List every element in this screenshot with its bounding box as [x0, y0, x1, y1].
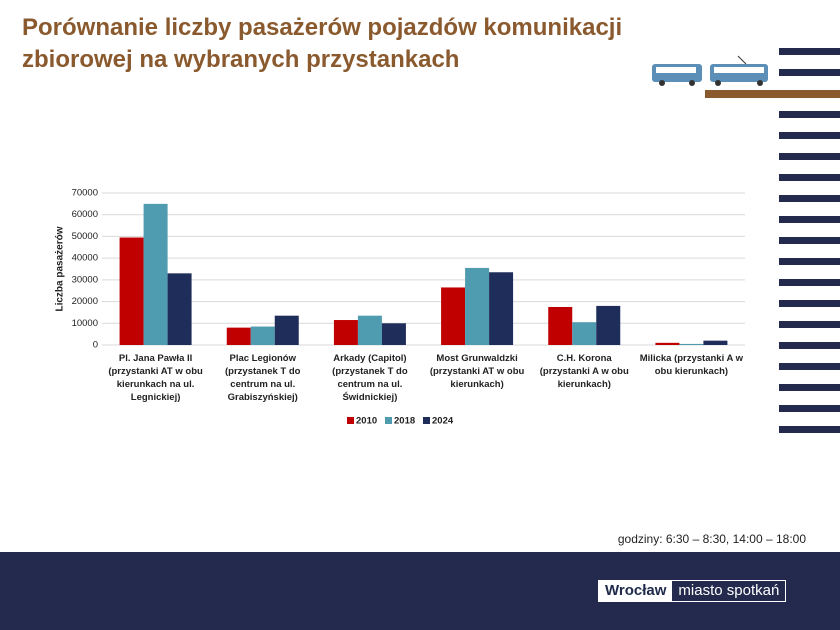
stripe [779, 363, 840, 370]
y-axis-label: Liczba pasażerów [55, 226, 66, 311]
stripe [779, 216, 840, 223]
stripe [779, 195, 840, 202]
stripe [779, 342, 840, 349]
stripe [779, 48, 840, 55]
y-tick-label: 10000 [72, 318, 98, 329]
x-tick-label: Arkady (Capitol) (przystanek T do centru… [332, 353, 408, 403]
bar [381, 323, 406, 345]
y-tick-label: 20000 [72, 296, 98, 307]
bar [226, 327, 251, 345]
bar [572, 322, 597, 345]
stripe [779, 237, 840, 244]
bar [357, 315, 382, 345]
bar [489, 272, 514, 345]
slide-title: Porównanie liczby pasażerów pojazdów kom… [22, 14, 623, 73]
stripe [779, 300, 840, 307]
legend-label: 2018 [394, 416, 415, 427]
bar [679, 343, 704, 345]
stripe [779, 426, 840, 433]
stripe [779, 111, 840, 118]
footer-band [0, 552, 840, 630]
stripe [779, 132, 840, 139]
logo-text: miasto spotkań [678, 582, 780, 599]
y-tick-label: 60000 [72, 209, 98, 220]
hours-note: godziny: 6:30 – 8:30, 14:00 – 18:00 [617, 532, 806, 546]
bar [655, 342, 680, 345]
legend-swatch [423, 417, 430, 424]
logo-text: Wrocław [599, 581, 673, 601]
stripe [779, 384, 840, 391]
bar [250, 326, 275, 345]
bus-icon [652, 64, 702, 86]
y-tick-label: 50000 [72, 231, 98, 242]
logo: Wrocław miasto spotkań [598, 580, 787, 602]
stripe [779, 258, 840, 265]
x-tick-label: Milicka (przystanki A w obu kierunkach) [639, 353, 744, 377]
stripe [779, 69, 840, 76]
legend-label: 2010 [356, 416, 377, 427]
bar [143, 203, 168, 345]
tram-icon [710, 55, 768, 86]
legend-swatch [347, 417, 354, 424]
x-tick-label: Most Grunwaldzki (przystanki AT w obu ki… [429, 353, 525, 390]
y-tick-label: 40000 [72, 253, 98, 264]
stripe [779, 174, 840, 181]
y-tick-label: 70000 [72, 188, 98, 199]
stripe [779, 321, 840, 328]
bar [274, 315, 299, 345]
x-tick-label: Pl. Jana Pawła II (przystanki AT w obu k… [108, 353, 203, 403]
x-tick-label: C.H. Korona (przystanki A w obu kierunka… [539, 353, 629, 390]
bar [167, 273, 192, 345]
stripe [779, 279, 840, 286]
x-tick-label: Plac Legionów (przystanek T do centrum n… [225, 353, 301, 403]
y-tick-label: 30000 [72, 274, 98, 285]
stripe [779, 153, 840, 160]
legend-label: 2024 [432, 416, 454, 427]
stripe [779, 405, 840, 412]
bar [548, 307, 573, 345]
bar [596, 305, 621, 345]
y-tick-label: 0 [93, 340, 98, 351]
bar [333, 320, 358, 345]
bar [441, 287, 466, 345]
bar [119, 237, 144, 345]
bar [465, 267, 490, 345]
legend-swatch [385, 417, 392, 424]
accent-bar [705, 90, 840, 98]
bar [703, 340, 728, 345]
